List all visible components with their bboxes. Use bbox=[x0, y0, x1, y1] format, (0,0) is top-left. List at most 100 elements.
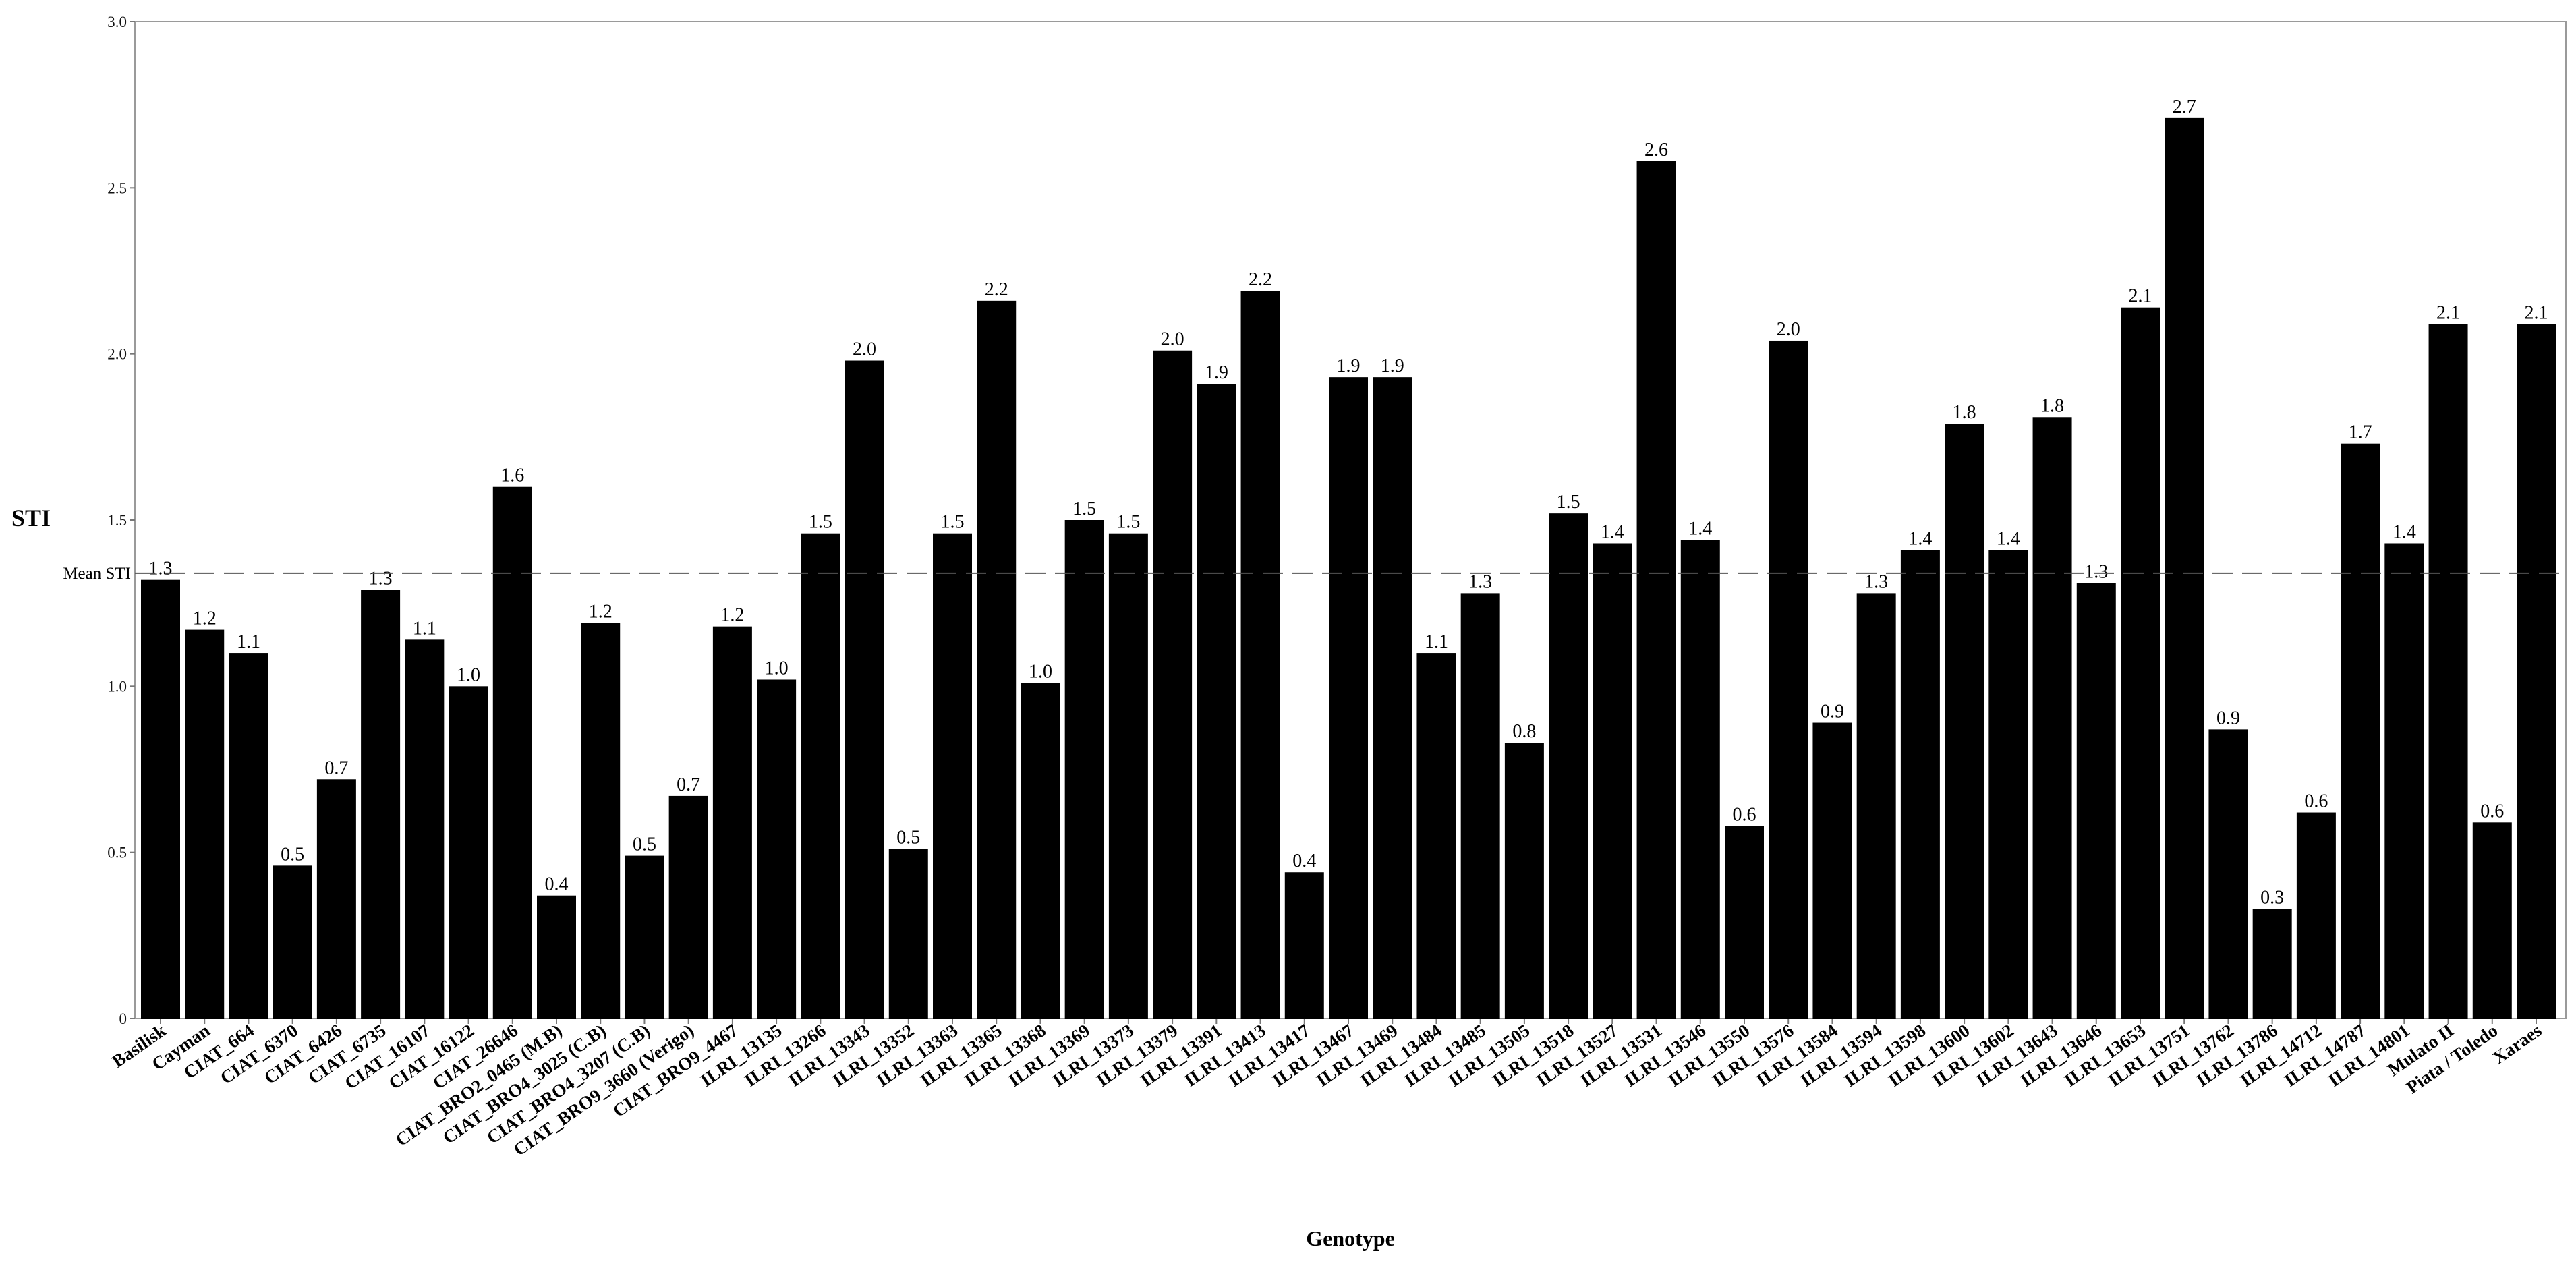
data-label: 0.7 bbox=[677, 774, 700, 795]
bar bbox=[977, 300, 1017, 1019]
bar bbox=[1197, 384, 1236, 1019]
bar bbox=[888, 849, 928, 1019]
y-tick-label: 2.0 bbox=[107, 346, 127, 363]
data-label: 1.7 bbox=[2349, 422, 2372, 443]
data-label: 0.5 bbox=[281, 844, 304, 865]
bar bbox=[537, 895, 576, 1019]
bar bbox=[2208, 729, 2248, 1019]
data-label: 1.5 bbox=[809, 512, 832, 533]
bar bbox=[1680, 540, 1720, 1019]
data-label: 0.5 bbox=[896, 828, 920, 849]
data-label: 1.5 bbox=[1072, 498, 1096, 519]
data-label: 0.6 bbox=[2480, 801, 2504, 822]
bar bbox=[1856, 593, 1896, 1019]
data-label: 1.9 bbox=[1205, 362, 1228, 383]
y-tick-label: 0.5 bbox=[107, 844, 127, 861]
data-label: 1.4 bbox=[1601, 521, 1624, 542]
data-label: 0.7 bbox=[324, 757, 348, 778]
data-label: 2.1 bbox=[2436, 302, 2460, 323]
data-label: 1.3 bbox=[1468, 571, 1492, 592]
data-label: 1.3 bbox=[369, 568, 393, 589]
data-label: 1.2 bbox=[720, 605, 744, 626]
data-label: 1.4 bbox=[1688, 519, 1712, 540]
x-tick-label: Xaraes bbox=[2489, 1020, 2546, 1068]
data-label: 1.4 bbox=[1997, 528, 2020, 549]
data-label: 1.2 bbox=[589, 602, 612, 623]
bar bbox=[316, 779, 356, 1019]
bar bbox=[2252, 909, 2292, 1019]
y-tick-label: 3.0 bbox=[107, 13, 127, 30]
mean-sti-label: Mean STI bbox=[63, 565, 131, 583]
data-label: 2.2 bbox=[985, 279, 1008, 300]
bar bbox=[1064, 520, 1104, 1019]
bar bbox=[2165, 117, 2204, 1019]
x-axis: BasiliskCaymanCIAT_664CIAT_6370CIAT_6426… bbox=[108, 1019, 2545, 1160]
bar bbox=[2517, 324, 2556, 1019]
bar bbox=[1021, 683, 1060, 1019]
data-label: 1.4 bbox=[1908, 528, 1932, 549]
bar bbox=[2076, 583, 2116, 1019]
y-axis-title: STI bbox=[11, 505, 51, 532]
data-label: 1.5 bbox=[941, 512, 965, 533]
data-label: 1.1 bbox=[237, 631, 260, 652]
bar bbox=[1460, 593, 1500, 1019]
y-tick-label: 1.5 bbox=[107, 512, 127, 529]
bar bbox=[1725, 826, 1764, 1019]
data-label: 2.0 bbox=[853, 339, 876, 360]
bar bbox=[668, 795, 708, 1019]
value-labels: 1.3 1.2 1.1 0.5 0.7 1.3 1.1 1.0 1.6 0.4 1.2 0.5 0.7 1… bbox=[149, 96, 2548, 909]
data-label: 1.1 bbox=[1425, 631, 1448, 652]
bar bbox=[1284, 872, 1324, 1019]
data-label: 1.5 bbox=[1557, 492, 1580, 513]
bar bbox=[405, 639, 445, 1019]
data-label: 1.0 bbox=[1029, 661, 1052, 682]
data-label: 2.1 bbox=[2129, 286, 2152, 307]
data-label: 1.1 bbox=[413, 618, 436, 639]
bar bbox=[2341, 443, 2380, 1019]
data-label: 2.7 bbox=[2173, 96, 2196, 117]
data-label: 1.6 bbox=[500, 465, 524, 486]
data-label: 1.3 bbox=[1864, 571, 1888, 592]
data-label: 0.8 bbox=[1512, 721, 1536, 742]
bar bbox=[1945, 424, 1984, 1019]
bar bbox=[1593, 543, 1632, 1019]
bar bbox=[492, 486, 532, 1019]
bar bbox=[2384, 543, 2424, 1019]
bar bbox=[1153, 350, 1193, 1019]
bar bbox=[449, 686, 488, 1019]
bar bbox=[845, 360, 884, 1019]
data-label: 0.5 bbox=[633, 834, 656, 855]
data-label: 1.8 bbox=[2040, 395, 2064, 416]
data-label: 2.2 bbox=[1249, 269, 1272, 290]
data-label: 0.9 bbox=[2216, 708, 2240, 728]
bars bbox=[141, 117, 2556, 1019]
bar bbox=[1329, 377, 1368, 1019]
bar bbox=[141, 579, 180, 1019]
bar bbox=[1240, 291, 1280, 1019]
data-label: 2.1 bbox=[2525, 302, 2548, 323]
data-label: 1.9 bbox=[1381, 355, 1404, 376]
data-label: 0.4 bbox=[545, 874, 569, 895]
data-label: 1.2 bbox=[193, 608, 217, 629]
bar bbox=[1636, 161, 1676, 1019]
bar bbox=[712, 626, 752, 1019]
x-axis-title: Genotype bbox=[1306, 1226, 1395, 1251]
bar bbox=[185, 629, 225, 1019]
y-tick-label: 2.5 bbox=[107, 179, 127, 196]
y-axis: 0 0.5 1.0 1.5 2.0 2.5 3.0 bbox=[107, 13, 135, 1027]
data-label: 1.9 bbox=[1337, 355, 1361, 376]
data-label: 0.6 bbox=[2304, 791, 2328, 812]
bar bbox=[273, 865, 312, 1019]
bar bbox=[1416, 653, 1456, 1019]
data-label: 1.5 bbox=[1116, 512, 1140, 533]
data-label: 1.4 bbox=[2393, 521, 2416, 542]
bar bbox=[581, 623, 621, 1019]
bar bbox=[1504, 743, 1544, 1019]
bar bbox=[2032, 417, 2072, 1019]
bar bbox=[2428, 324, 2468, 1019]
y-tick-label: 0 bbox=[119, 1010, 127, 1027]
bar bbox=[801, 533, 840, 1019]
bar bbox=[1108, 533, 1148, 1019]
bar bbox=[361, 590, 401, 1019]
